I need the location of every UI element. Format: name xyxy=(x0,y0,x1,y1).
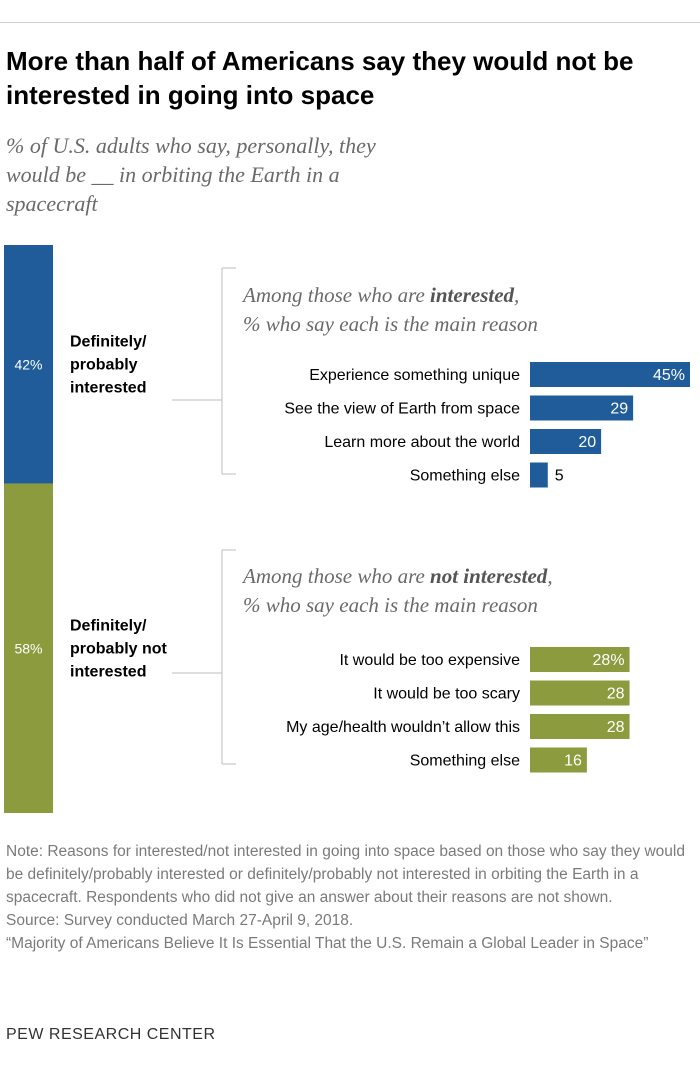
brand-logo-text: PEW RESEARCH CENTER xyxy=(6,1026,216,1043)
overall-category-label-0-0: Definitely/ xyxy=(70,333,147,350)
bar-0-0 xyxy=(530,362,690,387)
bar-value-label-0-0: 45% xyxy=(653,367,685,384)
overall-value-label-1: 58% xyxy=(14,640,42,656)
overall-category-label-1-2: interested xyxy=(70,663,146,680)
subchart-heading-1: Among those who are not interested, xyxy=(241,564,553,588)
subchart-heading-line2-0: % who say each is the main reason xyxy=(243,312,538,336)
chart-title: More than half of Americans say they wou… xyxy=(6,46,634,110)
bar-category-label-0-2: Learn more about the world xyxy=(324,434,520,451)
chart-subtitle: % of U.S. adults who say, personally, th… xyxy=(6,133,376,216)
overall-category-label-1-0: Definitely/ xyxy=(70,617,147,634)
bar-1-2 xyxy=(530,714,630,739)
subchart-heading-part-0-2: , xyxy=(514,283,519,307)
overall-category-label-0-2: interested xyxy=(70,379,146,396)
bar-1-0 xyxy=(530,647,630,672)
overall-value-label-0: 42% xyxy=(14,356,42,372)
overall-bar-1 xyxy=(4,483,53,813)
bar-value-label-1-3: 16 xyxy=(564,753,582,770)
source-text: Source: Survey conducted March 27-April … xyxy=(6,912,354,929)
overall-category-label-0-1: probably xyxy=(70,356,138,373)
bar-category-label-1-3: Something else xyxy=(410,753,520,770)
bar-value-label-1-1: 28 xyxy=(607,686,625,703)
bar-category-label-1-2: My age/health wouldn’t allow this xyxy=(286,719,520,736)
bar-value-label-1-2: 28 xyxy=(607,719,625,736)
bar-value-label-0-1: 29 xyxy=(610,401,628,418)
bar-value-label-1-0: 28% xyxy=(593,652,625,669)
bar-category-label-0-3: Something else xyxy=(410,468,520,485)
top-rule xyxy=(0,22,700,23)
report-title: “Majority of Americans Believe It Is Ess… xyxy=(6,935,649,952)
overall-category-label-1-1: probably not xyxy=(70,640,168,657)
subchart-heading-part-1-1: not interested xyxy=(430,564,548,588)
subchart-heading-line2-1: % who say each is the main reason xyxy=(243,593,538,617)
bar-category-label-1-1: It would be too scary xyxy=(373,686,520,703)
chart-area: 42% 58% Definitely/probably interested Defin… xyxy=(4,245,690,813)
notes-block: Note: Reasons for interested/not interes… xyxy=(6,840,696,955)
overall-bar-0 xyxy=(4,245,53,484)
bar-0-2 xyxy=(530,429,602,454)
note-text: Note: Reasons for interested/not interes… xyxy=(6,843,685,906)
bar-1-3 xyxy=(530,747,587,773)
subchart-heading-part-1-2: , xyxy=(547,564,552,588)
bar-value-label-0-3: 5 xyxy=(555,468,564,485)
bar-category-label-1-0: It would be too expensive xyxy=(339,652,520,669)
subchart-heading-part-1-0: Among those who are xyxy=(241,564,430,588)
subchart-heading-part-0-0: Among those who are xyxy=(241,283,430,307)
bar-value-label-0-2: 20 xyxy=(578,434,596,451)
bar-0-1 xyxy=(530,395,634,421)
bar-category-label-0-0: Experience something unique xyxy=(309,367,520,384)
bar-1-1 xyxy=(530,680,630,706)
bar-category-label-0-1: See the view of Earth from space xyxy=(284,401,520,418)
subchart-heading-part-0-1: interested xyxy=(430,283,514,307)
bar-0-3 xyxy=(530,462,548,488)
subchart-heading-0: Among those who are interested, xyxy=(241,283,519,307)
